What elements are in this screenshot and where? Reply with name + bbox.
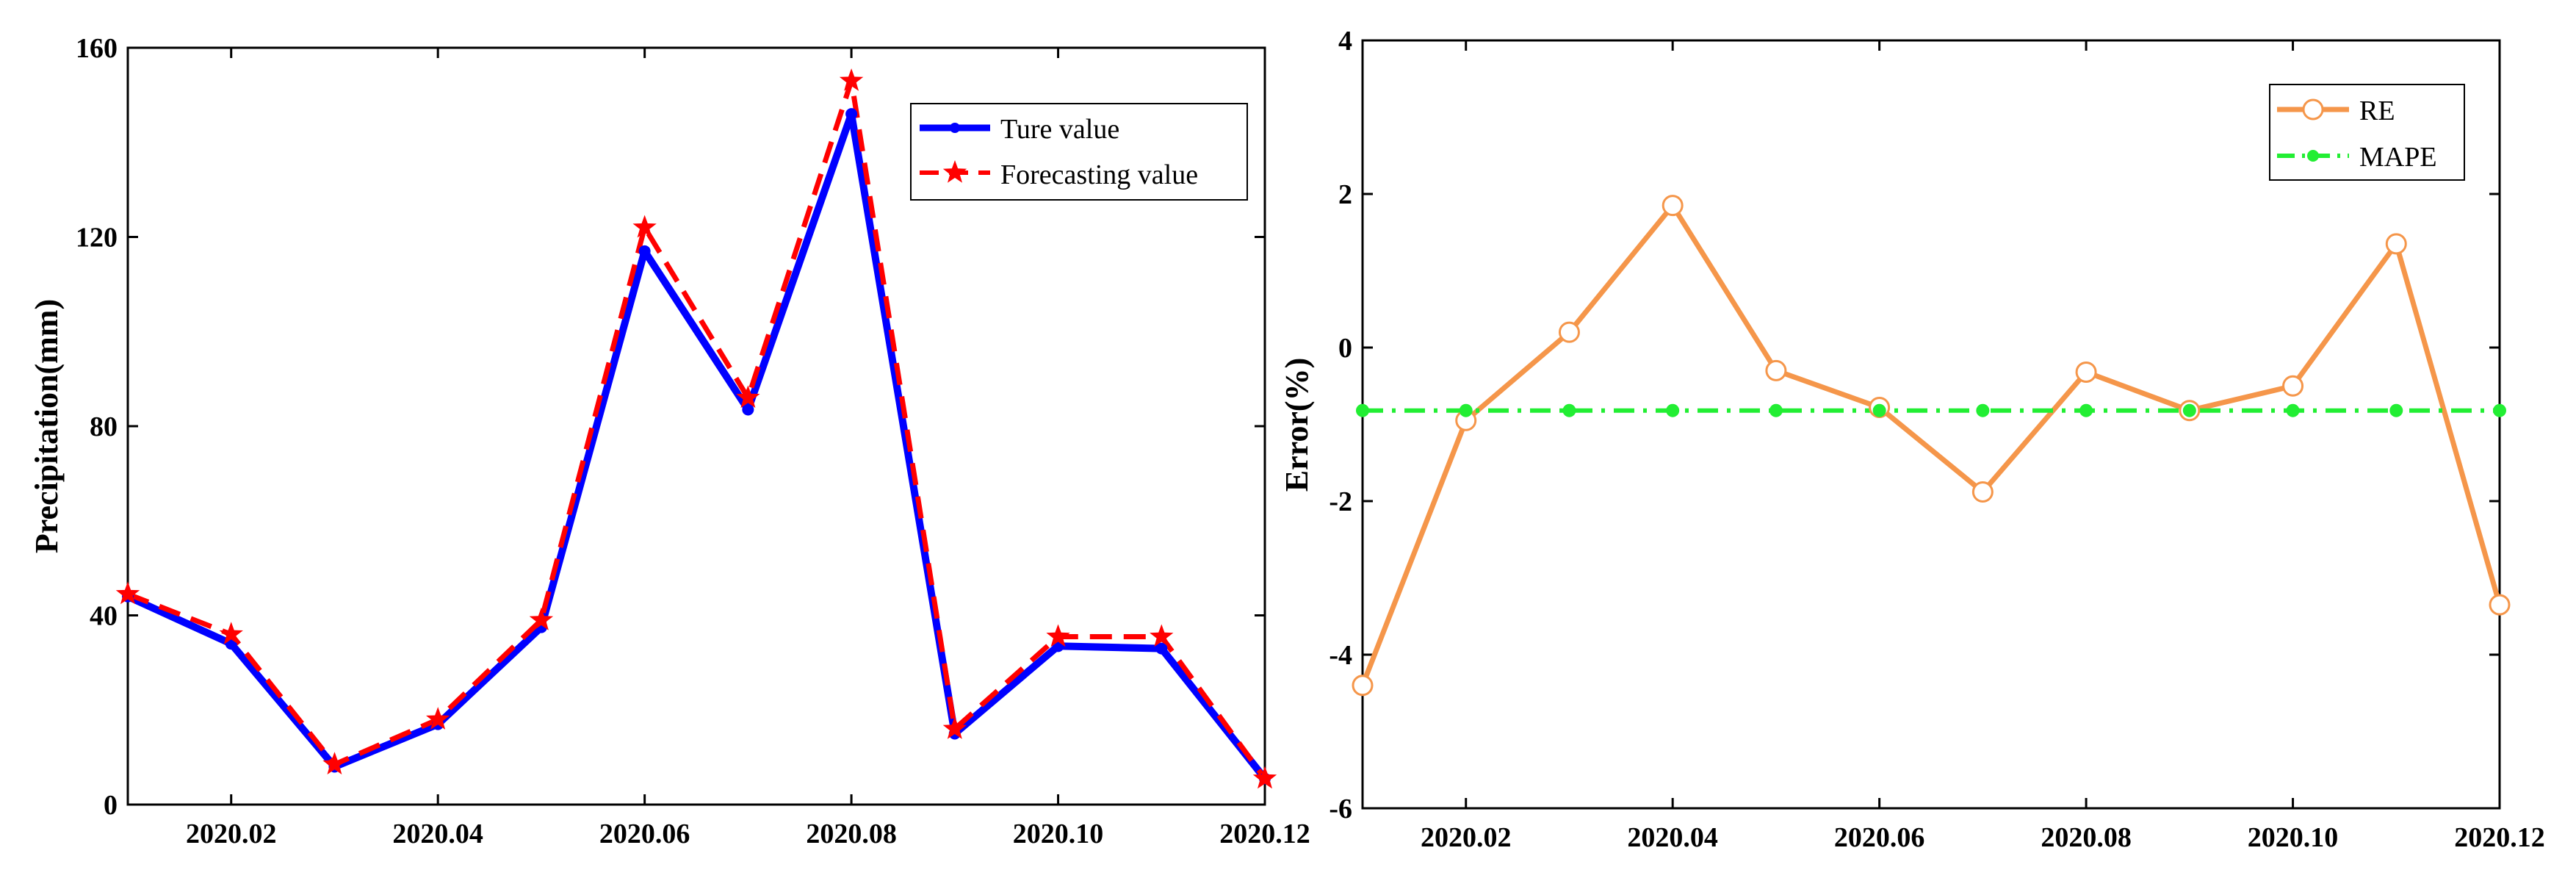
- y-tick-label: 0: [104, 790, 118, 821]
- plot-series: [1352, 195, 2511, 697]
- plot-series: [115, 68, 1277, 789]
- data-point: [1765, 359, 1787, 381]
- x-tick-label: 2020.02: [1421, 822, 1512, 853]
- series-line: [126, 110, 1268, 781]
- legend-box: [910, 103, 1248, 201]
- y-tick-label: 40: [90, 601, 118, 632]
- x-tick-label: 2020.06: [599, 819, 690, 849]
- data-point: [2286, 403, 2300, 417]
- data-point: [2079, 403, 2093, 417]
- data-point-star: [1150, 624, 1174, 647]
- x-tick-label: 2020.08: [2041, 822, 2132, 853]
- precipitation-chart: 0 40 80 120 160 2020.02 2020.04 2020.06 2020.08…: [29, 33, 1310, 849]
- x-tick-label: 2020.12: [1219, 819, 1310, 849]
- x-axis: 2020.02 2020.04 2020.06 2020.08 2020.10 2020.…: [186, 48, 1310, 849]
- y-tick-label: -6: [1329, 794, 1352, 824]
- data-point: [1666, 403, 1680, 417]
- data-point: [2385, 233, 2407, 255]
- y-tick-label: 2: [1338, 179, 1352, 210]
- data-point: [845, 108, 858, 121]
- x-tick-label: 2020.04: [1627, 822, 1718, 853]
- data-point: [638, 245, 651, 257]
- y-tick-label: 4: [1338, 26, 1352, 57]
- y-tick-label: -4: [1329, 640, 1352, 671]
- data-point-star: [1046, 624, 1070, 647]
- data-point-star: [426, 707, 450, 730]
- plot-area-frame: [1361, 39, 2501, 810]
- x-tick-label: 2020.10: [2248, 822, 2339, 853]
- data-point: [1662, 195, 1684, 217]
- data-point: [1459, 403, 1473, 417]
- legend-marker-re: [2302, 98, 2324, 121]
- x-tick-label: 2020.02: [186, 819, 277, 849]
- legend-label-mape: MAPE: [2359, 142, 2437, 173]
- data-point-star: [942, 716, 967, 739]
- data-point-star: [219, 622, 243, 644]
- data-point-star: [115, 581, 140, 605]
- data-point: [2075, 361, 2097, 383]
- legend-marker-forecast: [942, 160, 967, 183]
- legend: Ture value Forecasting value: [910, 103, 1248, 201]
- series-line: [1360, 203, 2503, 687]
- legend: RE MAPE: [2269, 84, 2465, 181]
- data-point: [2493, 403, 2506, 417]
- y-axis-title: Precipitation(mm): [29, 299, 65, 553]
- legend-marker-mape: [2307, 150, 2319, 162]
- data-point-star: [736, 385, 760, 409]
- series-line: [126, 78, 1267, 780]
- data-point: [1769, 403, 1783, 417]
- data-point: [742, 403, 754, 416]
- data-point: [1971, 481, 1994, 503]
- legend-label-true: Ture value: [1000, 114, 1119, 145]
- x-tick-label: 2020.06: [1834, 822, 1925, 853]
- data-point: [1976, 403, 1990, 417]
- x-tick-label: 2020.10: [1013, 819, 1104, 849]
- data-point: [1872, 403, 1886, 417]
- x-tick-label: 2020.08: [806, 819, 897, 849]
- data-point: [1558, 321, 1580, 343]
- data-point-star: [529, 607, 554, 630]
- y-tick-label: 120: [76, 223, 118, 253]
- data-point: [1155, 642, 1168, 655]
- x-tick-label: 2020.12: [2454, 822, 2545, 853]
- data-point: [2182, 403, 2196, 417]
- data-point: [2489, 594, 2511, 616]
- data-point: [2389, 403, 2403, 417]
- data-point-star: [322, 752, 347, 774]
- legend-label-forecast: Forecasting value: [1000, 159, 1198, 190]
- y-tick-label: 0: [1338, 333, 1352, 364]
- y-tick-label: -2: [1329, 486, 1352, 517]
- x-tick-label: 2020.04: [392, 819, 483, 849]
- y-tick-label: 80: [90, 411, 118, 442]
- y-axis: -6 -4 -2 0 2 4: [1329, 26, 2500, 824]
- legend-label-re: RE: [2359, 96, 2395, 126]
- x-axis: 2020.02 2020.04 2020.06 2020.08 2020.10 2020.…: [1421, 40, 2545, 853]
- y-axis-title: Error(%): [1279, 358, 1315, 492]
- data-point: [1352, 675, 1374, 697]
- data-point: [1356, 403, 1369, 417]
- legend-marker-true: [950, 123, 960, 133]
- data-point: [1562, 403, 1576, 417]
- data-point-star: [839, 68, 864, 91]
- data-point: [2282, 375, 2304, 397]
- legend-box: [2269, 84, 2465, 181]
- y-tick-label: 160: [76, 33, 118, 64]
- y-axis: 0 40 80 120 160: [76, 33, 1265, 821]
- data-point-star: [632, 215, 657, 238]
- data-point-star: [1252, 766, 1277, 789]
